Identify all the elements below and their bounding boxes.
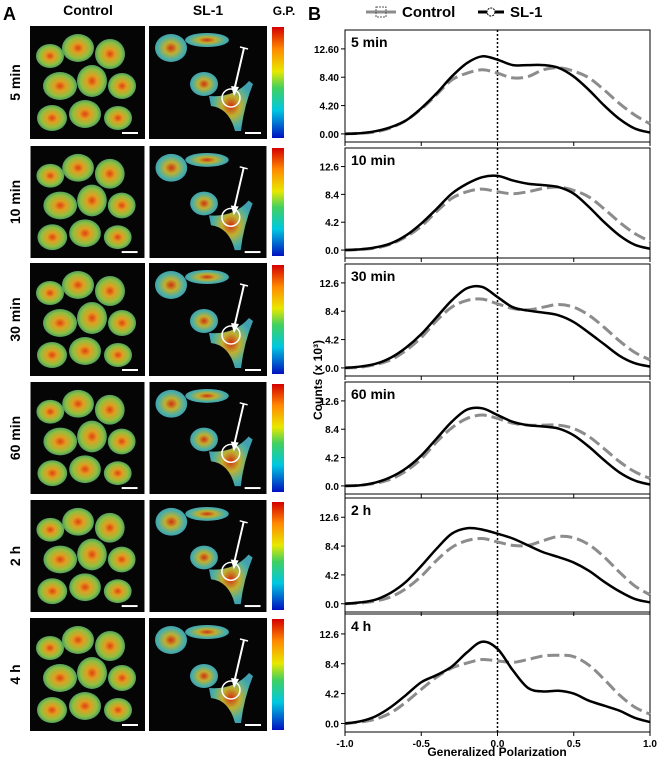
y-tick-label: 8.4: [325, 307, 339, 318]
y-tick-label: 12.6: [320, 513, 340, 524]
legend-marker: [486, 7, 496, 17]
series-line: [344, 54, 651, 136]
y-tick-label: 4.2: [325, 571, 339, 582]
y-tick-label: 0.0: [325, 719, 339, 730]
series-line: [344, 406, 651, 488]
row-label: 10 min: [7, 180, 23, 224]
micrograph: [149, 382, 267, 494]
colorbar: [272, 384, 284, 492]
y-tick-label: 8.4: [325, 190, 339, 201]
y-tick-label: 0.0: [325, 482, 339, 493]
x-tick-label: 1.0: [643, 739, 657, 750]
colorbar-label: G.P.: [273, 4, 295, 18]
y-tick-label: 12.6: [320, 397, 340, 408]
panel-label: A: [3, 4, 16, 24]
row-label: 60 min: [7, 416, 23, 460]
series-line: [344, 284, 651, 370]
y-tick-label: 4.20: [320, 102, 340, 113]
row-label: 2 h: [7, 546, 23, 566]
micrograph: [149, 500, 267, 612]
chart-title: 10 min: [351, 152, 395, 168]
row-label: 5 min: [7, 64, 23, 101]
x-tick-label: 0.0: [491, 739, 505, 750]
chart-title: 4 h: [351, 618, 371, 634]
y-tick-label: 8.4: [325, 425, 339, 436]
series-line: [344, 174, 651, 252]
y-tick-label: 12.6: [320, 279, 340, 290]
column-header: Control: [63, 2, 113, 18]
y-tick-label: 4.2: [325, 690, 339, 701]
y-tick-label: 12.6: [320, 630, 340, 641]
micrograph: [149, 617, 267, 732]
x-axis-label: Generalized Polarization: [427, 745, 566, 759]
chart-title: 60 min: [351, 386, 395, 402]
micrograph: [30, 263, 145, 376]
micrograph: [30, 382, 145, 494]
micrograph: [30, 146, 145, 258]
micrograph: [149, 25, 267, 140]
colorbar: [272, 148, 284, 256]
y-tick-label: 0.0: [325, 600, 339, 611]
y-tick-label: 4.2: [325, 454, 339, 465]
series-line: [344, 534, 651, 606]
micrograph: [30, 500, 145, 612]
series-line: [344, 413, 651, 488]
series-line: [344, 640, 651, 725]
colorbar: [272, 502, 284, 610]
micrograph: [149, 263, 267, 376]
row-label: 4 h: [7, 664, 23, 684]
y-tick-label: 0.0: [325, 246, 339, 257]
y-tick-label: 12.6: [320, 163, 340, 174]
row-label: 30 min: [7, 297, 23, 341]
y-tick-label: 0.00: [320, 130, 340, 141]
micrograph: [30, 26, 145, 139]
micrograph: [149, 146, 267, 258]
y-tick-label: 12.60: [314, 45, 339, 56]
x-tick-label: -1.0: [336, 739, 354, 750]
series-line: [344, 297, 651, 370]
chart-title: 2 h: [351, 502, 371, 518]
series-line: [344, 653, 651, 725]
chart-title: 5 min: [351, 34, 388, 50]
x-tick-label: -0.5: [413, 739, 431, 750]
colorbar: [272, 27, 284, 138]
colorbar: [272, 619, 284, 730]
y-tick-label: 8.40: [320, 73, 340, 84]
y-tick-label: 8.4: [325, 542, 339, 553]
legend-label: Control: [402, 4, 455, 21]
y-tick-label: 4.2: [325, 218, 339, 229]
series-line: [344, 526, 651, 606]
x-tick-label: 0.5: [567, 739, 581, 750]
micrograph: [30, 618, 145, 731]
y-tick-label: 0.0: [325, 364, 339, 375]
y-tick-label: 4.2: [325, 336, 339, 347]
column-header: SL-1: [193, 2, 224, 18]
y-tick-label: 8.4: [325, 660, 339, 671]
colorbar: [272, 265, 284, 374]
legend: Control SL-1: [366, 4, 543, 21]
panel-label: B: [308, 4, 321, 24]
y-axis-label: Counts (x 10³): [311, 340, 325, 420]
legend-label: SL-1: [510, 4, 543, 21]
chart-title: 30 min: [351, 268, 395, 284]
legend-marker: [375, 6, 387, 18]
